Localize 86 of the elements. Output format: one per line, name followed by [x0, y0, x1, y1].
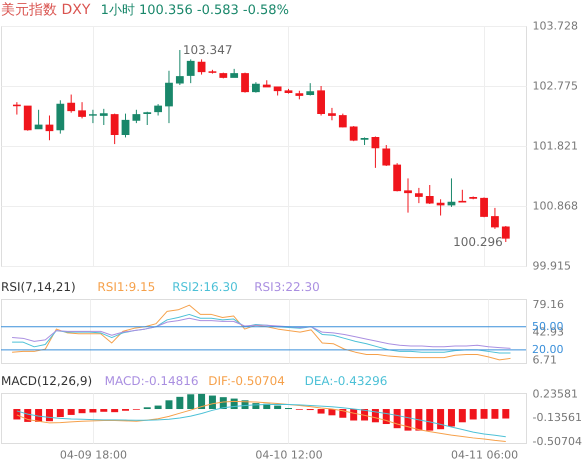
bar [176, 396, 184, 410]
candlestick [78, 102, 86, 119]
candlestick [132, 109, 140, 124]
candlestick [252, 82, 260, 94]
candlestick [89, 109, 97, 124]
bar [491, 409, 498, 419]
series-label: DEA:-0.43296 [304, 374, 388, 388]
candlestick [436, 198, 444, 216]
y-tick-label: 6.71 [532, 354, 557, 367]
y-tick-label: 99.915 [532, 260, 571, 272]
candlestick [122, 113, 130, 138]
chart-title: RSI(7,14,21) [1, 280, 76, 294]
bar [328, 409, 336, 416]
annotation: 103.347 [182, 42, 232, 57]
bar [458, 409, 466, 422]
y-tick-label: -0.13561 [532, 411, 582, 424]
chart-title: 美元指数 DXY [1, 2, 91, 18]
bar [46, 409, 53, 422]
candlestick [502, 225, 510, 243]
y-tick-label: 100.868 [532, 200, 578, 213]
y-tick-label: 103.728 [532, 20, 578, 32]
bar [274, 406, 282, 410]
candlestick [414, 187, 423, 204]
chart-subtitle: 1小时 100.356 -0.583 -0.58% [100, 3, 289, 18]
y-tick-label: 0.23581 [532, 387, 578, 400]
candlestick [176, 49, 184, 86]
candlestick [198, 58, 206, 76]
candlestick [372, 136, 380, 168]
x-tick-label: 04-11 06:00 [450, 448, 518, 462]
candlestick [24, 106, 32, 132]
candlestick [328, 107, 336, 121]
bar [480, 409, 488, 419]
candlestick [186, 58, 195, 84]
bar [100, 409, 108, 412]
series-label: RSI1:9.15 [97, 280, 156, 294]
bar [448, 409, 455, 426]
candlestick [382, 144, 390, 166]
candlestick [67, 94, 76, 114]
line-series [12, 304, 511, 360]
bar [502, 409, 510, 419]
bar [89, 409, 96, 412]
bar [154, 406, 162, 410]
bar [78, 409, 86, 414]
bar [470, 409, 477, 420]
y-tick-label: 79.16 [532, 298, 564, 311]
candlestick [12, 102, 21, 116]
bar [198, 394, 206, 410]
bar [187, 394, 194, 410]
bar [56, 409, 64, 418]
candlestick [34, 109, 42, 130]
candlestick [458, 189, 466, 203]
chart-title: MACD(12,26,9) [1, 374, 92, 388]
candlestick [404, 178, 412, 214]
bar [437, 409, 444, 430]
x-tick-label: 04-09 18:00 [60, 448, 128, 462]
candlestick [154, 104, 162, 116]
text: RSI2:16.30 [172, 280, 238, 294]
series-label: DIF:-0.50704 [208, 374, 285, 388]
candlestick [448, 178, 456, 208]
candlestick [110, 113, 119, 145]
candlestick [426, 184, 434, 204]
candlestick [338, 113, 347, 128]
candlestick [46, 115, 54, 141]
y-tick-label: 102.775 [532, 79, 578, 92]
y-tick-label: -0.50704 [532, 435, 582, 448]
text: RSI3:22.30 [254, 280, 320, 294]
candlestick [306, 82, 314, 96]
candlestick [317, 85, 325, 116]
candlestick [165, 70, 173, 124]
x-tick-label: 04-10 12:00 [255, 448, 323, 462]
candlestick [100, 108, 108, 126]
bar [318, 409, 325, 414]
series-label: MACD:-0.14816 [104, 374, 199, 388]
candlestick [241, 72, 249, 94]
bar [68, 409, 75, 415]
bar [111, 409, 118, 412]
candlestick [480, 196, 488, 218]
bar [208, 396, 216, 410]
bar [426, 409, 434, 431]
bar [404, 409, 412, 431]
candlestick [491, 207, 499, 230]
ref-line-label: 20.00 [532, 342, 564, 356]
candlestick [350, 126, 358, 142]
y-tick-label: 101.821 [532, 140, 578, 153]
annotation: 100.296 [453, 235, 503, 250]
bar [165, 400, 172, 410]
